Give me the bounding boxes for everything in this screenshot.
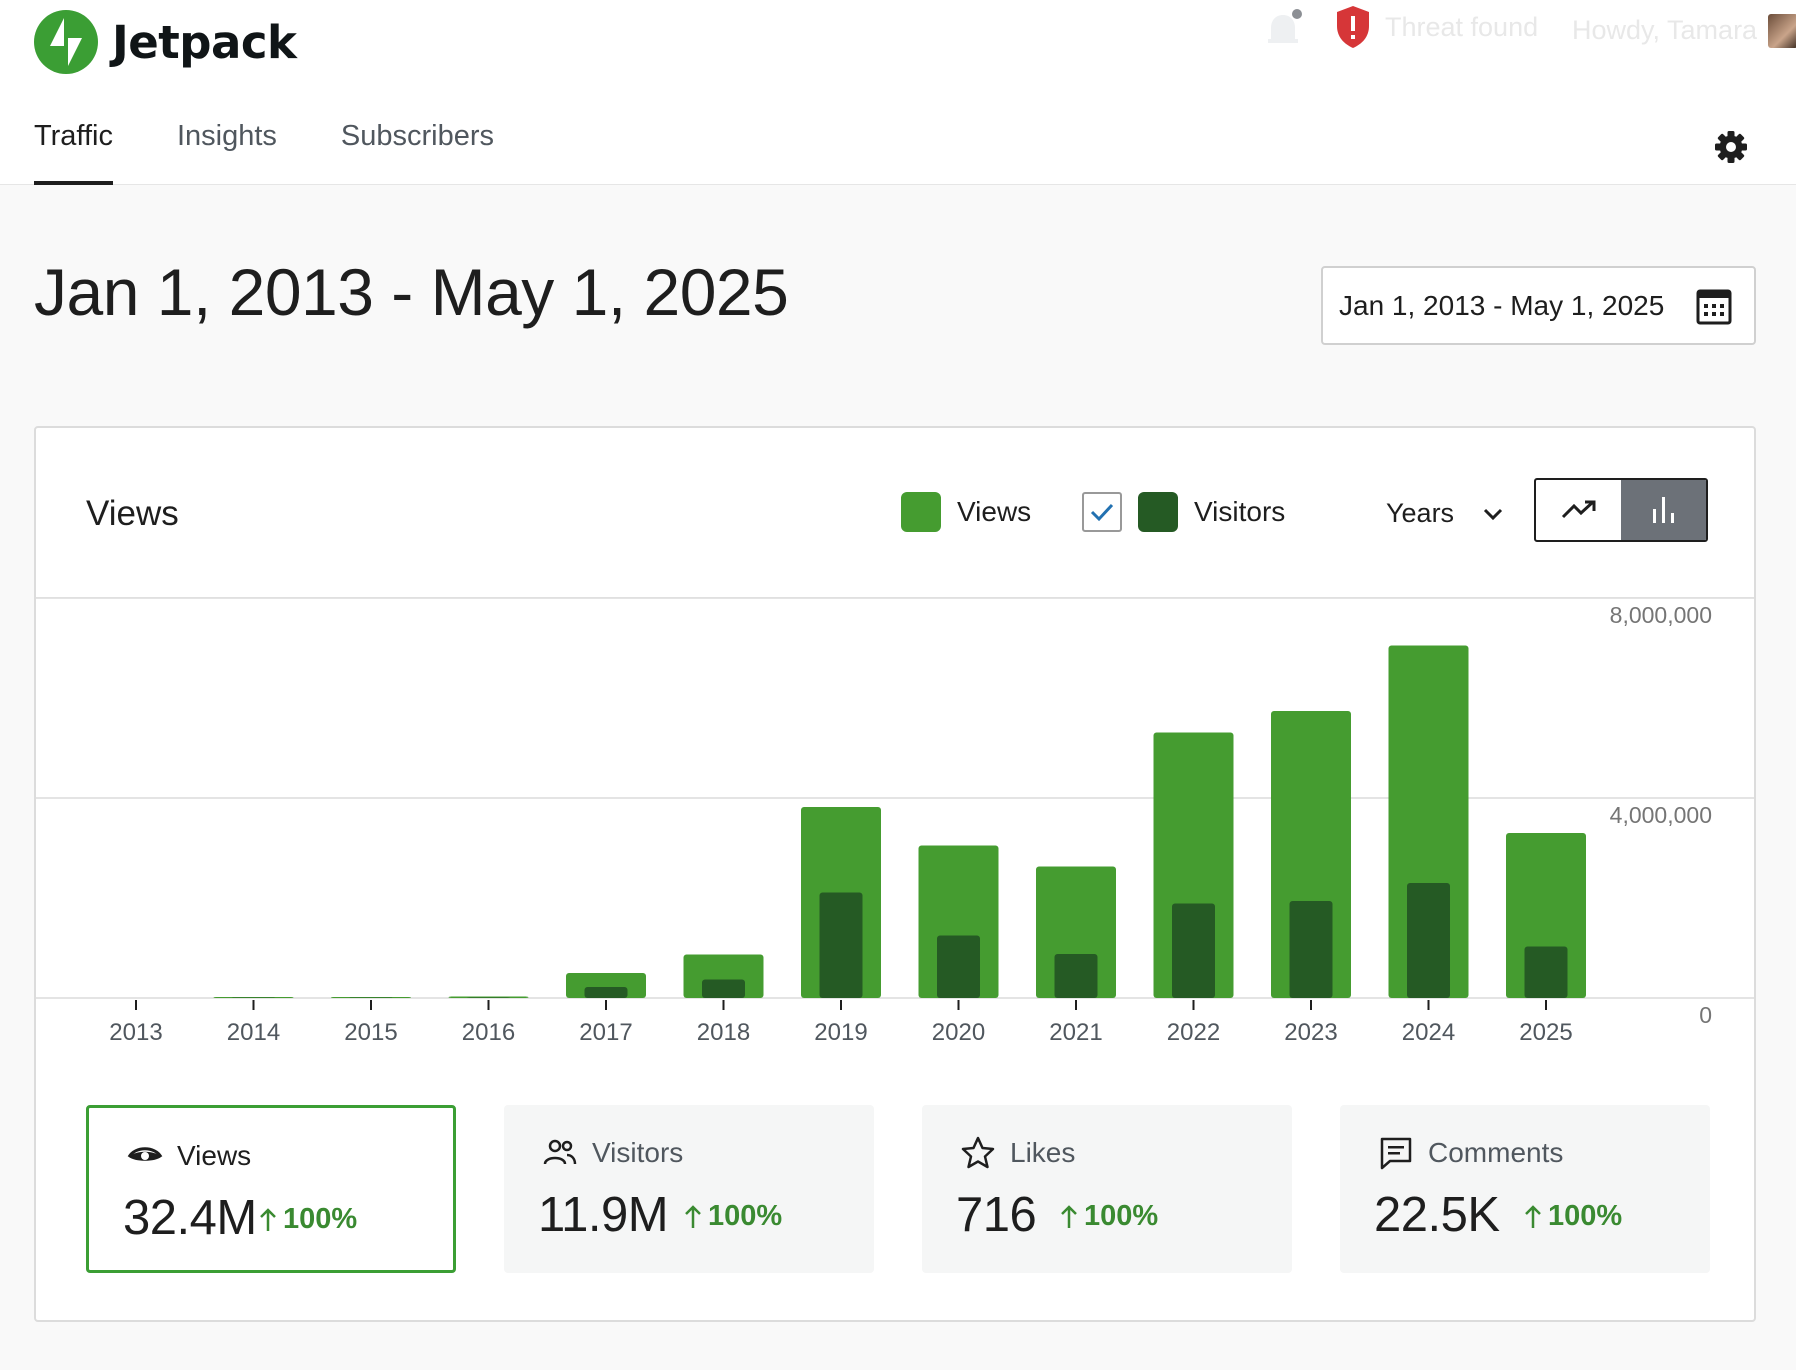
legend-visitors-label: Visitors (1194, 496, 1286, 527)
stat-delta-value: 100% (708, 1200, 783, 1232)
calendar-icon (1696, 289, 1732, 325)
bar-visitors (584, 987, 628, 998)
y-tick-label: 8,000,000 (1610, 602, 1712, 628)
x-tick-label: 2019 (814, 1019, 867, 1046)
stat-value: 11.9M (538, 1188, 669, 1242)
date-range-label: Jan 1, 2013 - May 1, 2025 (1339, 289, 1665, 321)
top-header: Jetpack Threat found Howdy, Tamara Traff… (0, 0, 1796, 185)
x-tick-label: 2016 (462, 1019, 515, 1046)
bar-visitors (1289, 901, 1333, 998)
x-tick-label: 2021 (1049, 1019, 1102, 1046)
arrow-up-icon (685, 1204, 701, 1228)
bar-visitors (467, 997, 510, 998)
tab-subscribers[interactable]: Subscribers (340, 120, 495, 152)
stat-label: Likes (1010, 1137, 1076, 1168)
legend-views: Views (901, 492, 1031, 532)
y-tick-label: 0 (1699, 1002, 1712, 1028)
star-icon (961, 1136, 995, 1169)
period-select[interactable]: Years (1386, 498, 1504, 529)
gear-icon[interactable] (1714, 130, 1748, 164)
comment-icon (1380, 1137, 1412, 1170)
card-title: Views (86, 494, 179, 533)
x-tick-label: 2013 (109, 1019, 162, 1046)
jetpack-logo-icon (34, 10, 98, 74)
tab-traffic[interactable]: Traffic (34, 120, 113, 185)
stat-value: 716 (956, 1188, 1037, 1242)
legend-visitors: Visitors (1082, 492, 1285, 532)
bar-visitors (1524, 946, 1568, 998)
stat-value: 22.5K (1374, 1188, 1500, 1242)
bar-chart-button[interactable] (1621, 480, 1706, 540)
bar-visitors (1407, 883, 1450, 998)
stat-tile-likes[interactable]: Likes 716 100% (922, 1105, 1292, 1273)
user-avatar[interactable] (1768, 14, 1796, 48)
views-card: Views Views Visitors Years (34, 426, 1756, 1322)
x-tick-label: 2014 (227, 1019, 280, 1046)
stat-delta: 100% (1060, 1200, 1158, 1233)
chart-type-toggle (1534, 478, 1708, 542)
stat-label: Views (177, 1140, 252, 1171)
threat-label: Threat found (1385, 11, 1539, 42)
stat-delta-value: 100% (1084, 1200, 1159, 1232)
x-tick-label: 2023 (1284, 1019, 1337, 1046)
bar-visitors (702, 979, 745, 998)
brand-name: Jetpack (112, 15, 297, 69)
notifications-bell-icon[interactable] (1263, 6, 1303, 52)
x-tick-label: 2024 (1402, 1019, 1455, 1046)
arrow-up-icon (1061, 1204, 1077, 1228)
stat-label: Comments (1428, 1137, 1564, 1168)
x-tick-label: 2020 (932, 1019, 985, 1046)
bar-visitors (1054, 954, 1098, 998)
period-select-value: Years (1386, 498, 1455, 528)
stat-label: Visitors (592, 1137, 684, 1168)
people-icon (543, 1139, 577, 1165)
stat-delta: 100% (259, 1203, 357, 1236)
checkmark-icon (1090, 503, 1114, 522)
tab-insights[interactable]: Insights (176, 120, 277, 152)
stat-tile-comments[interactable]: Comments 22.5K 100% (1340, 1105, 1710, 1273)
legend-views-label: Views (957, 496, 1032, 527)
views-swatch (901, 492, 941, 532)
visitors-swatch (1138, 492, 1178, 532)
stat-tile-visitors[interactable]: Visitors 11.9M 100% (504, 1105, 874, 1273)
views-bar-chart: 8,000,000 4,000,000 0 2013 2014 2015 2016 2017 2… (36, 598, 1754, 1046)
card-header: Views Views Visitors Years (36, 428, 1754, 598)
stat-delta-value: 100% (283, 1203, 358, 1235)
bar-visitors (819, 892, 863, 998)
x-tick-label: 2015 (344, 1019, 397, 1046)
x-tick-label: 2017 (579, 1019, 632, 1046)
stat-delta-value: 100% (1548, 1200, 1623, 1232)
arrow-up-icon (1525, 1204, 1541, 1228)
bar-visitors (1172, 903, 1215, 998)
x-tick-label: 2025 (1519, 1019, 1572, 1046)
date-range-picker[interactable]: Jan 1, 2013 - May 1, 2025 (1321, 266, 1756, 345)
stat-tile-views[interactable]: Views 32.4M 100% (86, 1105, 456, 1273)
line-chart-button[interactable] (1536, 480, 1621, 540)
trending-line-icon (1561, 500, 1595, 519)
x-tick-label: 2018 (697, 1019, 750, 1046)
chevron-down-icon (1484, 508, 1503, 520)
threat-alert[interactable]: Threat found (1335, 4, 1538, 50)
page-title: Jan 1, 2013 - May 1, 2025 (34, 255, 789, 329)
arrow-up-icon (260, 1207, 276, 1231)
stat-delta: 100% (1524, 1200, 1622, 1233)
nav-tabs: Traffic Insights Subscribers (34, 120, 558, 185)
stat-value: 32.4M (123, 1191, 257, 1245)
bar-visitors (937, 935, 980, 998)
eye-icon (127, 1147, 163, 1161)
x-tick-label: 2022 (1167, 1019, 1220, 1046)
user-greeting[interactable]: Howdy, Tamara (1572, 15, 1758, 45)
y-tick-label: 4,000,000 (1610, 802, 1712, 828)
stat-delta: 100% (684, 1200, 782, 1233)
jetpack-logo[interactable]: Jetpack (34, 10, 297, 74)
visitors-checkbox[interactable] (1082, 492, 1122, 532)
shield-alert-icon (1337, 6, 1369, 48)
bar-chart-icon (1652, 497, 1674, 523)
